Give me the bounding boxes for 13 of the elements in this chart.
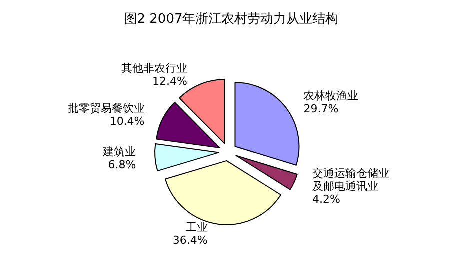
data-label: 4.2% [312, 193, 340, 206]
slice-label: 交通运输仓储业及邮电通讯业 [312, 167, 390, 194]
data-label: 36.4% [172, 234, 208, 248]
slice-label: 建筑业 [102, 145, 136, 158]
data-label: 29.7% [304, 102, 339, 116]
slice-label: 工业 [186, 221, 208, 234]
slice-label: 批零贸易餐饮业 [68, 102, 145, 115]
data-label: 10.4% [110, 114, 145, 128]
data-label: 6.8% [108, 158, 136, 172]
slice-label: 其他非农行业 [121, 62, 188, 76]
chart-title: 图2 2007年浙江农村劳动力从业结构 [124, 12, 339, 27]
slice-label: 农林牧渔业 [304, 90, 359, 103]
data-label: 12.4% [152, 75, 188, 88]
